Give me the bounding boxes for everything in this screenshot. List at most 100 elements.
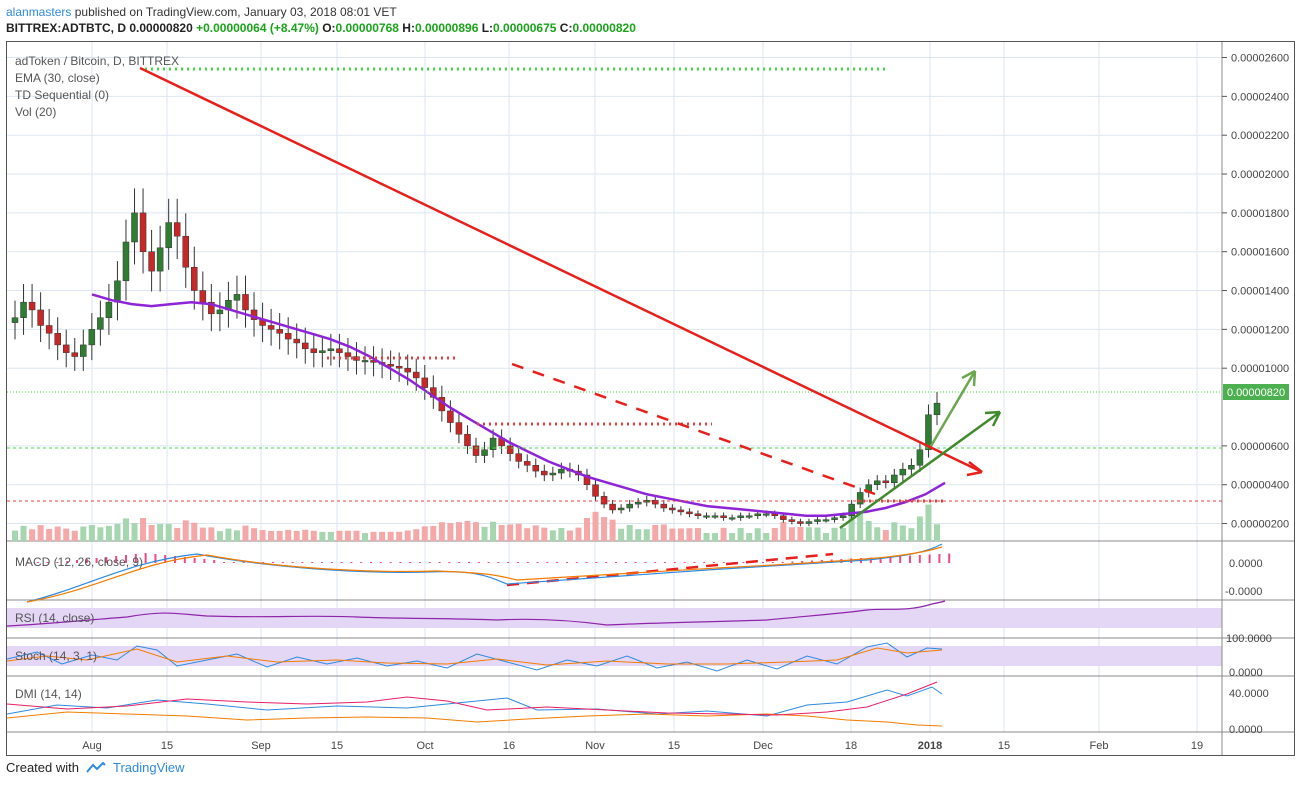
candle-body	[361, 360, 369, 363]
macd-hist-bar	[203, 559, 206, 563]
rsi-label: RSI (14, close)	[15, 611, 94, 625]
volume-bar	[652, 525, 659, 541]
volume-bar	[899, 525, 906, 541]
volume-bar	[302, 529, 309, 541]
macd-hist-bar	[262, 562, 265, 563]
volume-bar	[788, 527, 795, 541]
volume-bar	[857, 513, 864, 541]
projection-arrow	[929, 370, 977, 447]
candle-body	[233, 294, 241, 301]
volume-bar	[498, 525, 505, 541]
candle-body	[626, 503, 633, 509]
last-price: 0.00000820	[129, 21, 193, 35]
candle-body	[293, 338, 300, 344]
candle-body	[694, 513, 702, 517]
volume-bar	[865, 521, 872, 541]
volume-bar	[233, 530, 240, 541]
candle-body	[489, 437, 497, 450]
volume-bar	[370, 531, 377, 541]
signal-line	[26, 546, 943, 603]
time-axis-label: 15	[331, 740, 343, 752]
macd-hist-bar	[76, 560, 78, 563]
price-axis-label: 0.00002200	[1231, 130, 1289, 142]
candle-body	[37, 309, 44, 326]
volume-bar	[310, 530, 317, 541]
volume-bar	[430, 525, 437, 541]
rsi-band	[7, 608, 1222, 628]
candle-body	[191, 266, 198, 291]
volume-bar	[490, 521, 497, 541]
volume-bar	[754, 528, 761, 541]
macd-hist-bar	[566, 562, 568, 563]
high-value: 0.00000896	[414, 21, 479, 35]
candle-body	[208, 301, 215, 315]
volume-bar	[669, 528, 676, 541]
time-axis-label: Aug	[82, 740, 102, 752]
macd-hist-bar	[605, 562, 608, 563]
macd-hist-bar	[899, 556, 902, 563]
volume-bar	[20, 525, 27, 541]
chart-canvas[interactable]: adToken / Bitcoin, D, BITTREX EMA (30, c…	[7, 42, 1294, 755]
dashed-resistance-line	[511, 362, 876, 496]
stoch-band	[7, 646, 1222, 666]
legend-td: TD Sequential (0)	[15, 88, 109, 102]
candle-body	[805, 521, 813, 524]
price-change: +0.00000064 (+8.47%)	[196, 21, 319, 35]
candle-body	[558, 468, 565, 474]
ohlc-summary: BITTREX:ADTBTC, D 0.00000820 +0.00000064…	[6, 21, 636, 35]
macd-hist-bar	[115, 556, 118, 563]
macd-hist-bar	[762, 562, 764, 563]
candle-body	[523, 461, 531, 466]
low-value: 0.00000675	[493, 21, 557, 35]
candle-body	[105, 301, 113, 318]
candle-body	[839, 515, 847, 518]
macd-hist-bar	[673, 562, 676, 563]
macd-hist-bar	[85, 559, 88, 563]
candle-body	[686, 511, 693, 515]
tradingview-brand-link[interactable]: TradingView	[112, 760, 185, 775]
chart-container[interactable]: adToken / Bitcoin, D, BITTREX EMA (30, c…	[6, 41, 1295, 756]
candle-body	[549, 472, 557, 476]
candle-body	[336, 348, 343, 353]
macd-hist-bar	[801, 561, 804, 563]
macd-hist-bar	[291, 562, 294, 563]
time-axis-label: 16	[503, 740, 515, 752]
candle-body	[600, 496, 608, 505]
macd-hist-bar	[399, 562, 402, 563]
macd-hist-bar	[428, 562, 431, 563]
macd-hist-bar	[938, 554, 941, 563]
candle-body	[62, 344, 70, 353]
volume-bar	[344, 530, 351, 541]
price-axis-label: 0.00001000	[1231, 363, 1289, 375]
macd-hist-bar	[526, 562, 529, 563]
candle-body	[515, 453, 522, 462]
candle-body	[788, 519, 796, 522]
volume-bar	[916, 516, 923, 541]
legend-ema: EMA (30, close)	[15, 71, 100, 85]
time-axis-label: 18	[845, 740, 857, 752]
volume-bar	[532, 525, 539, 541]
macd-axis-zero: 0.0000	[1229, 558, 1263, 570]
downtrend-line	[139, 66, 983, 474]
author-username[interactable]: alanmasters	[6, 5, 72, 19]
dmi-panel: DMI (14, 14)	[7, 681, 943, 727]
volume-bar	[455, 522, 462, 541]
candle-body	[933, 402, 941, 416]
candle-body	[54, 332, 61, 346]
time-axis: Aug 15 Sep 15 Oct 16 Nov 15 Dec 18 2018 15 Feb 19	[82, 740, 1203, 752]
low-label: L:	[481, 21, 494, 35]
candle-body	[88, 329, 96, 346]
dmi-axis-bottom: 0.0000	[1229, 724, 1263, 736]
volume-bar	[285, 529, 292, 541]
volume-bar	[157, 524, 164, 541]
adx-line	[7, 681, 938, 716]
volume-bar	[447, 523, 454, 541]
volume-bar	[891, 522, 898, 541]
candle-body	[532, 465, 540, 472]
time-axis-label: 15	[668, 740, 680, 752]
price-axis-label: 0.00000200	[1231, 519, 1289, 531]
candle-body	[276, 329, 283, 334]
candle-body	[831, 517, 838, 520]
volume-bar	[771, 528, 778, 541]
macd-hist-bar	[811, 560, 813, 563]
